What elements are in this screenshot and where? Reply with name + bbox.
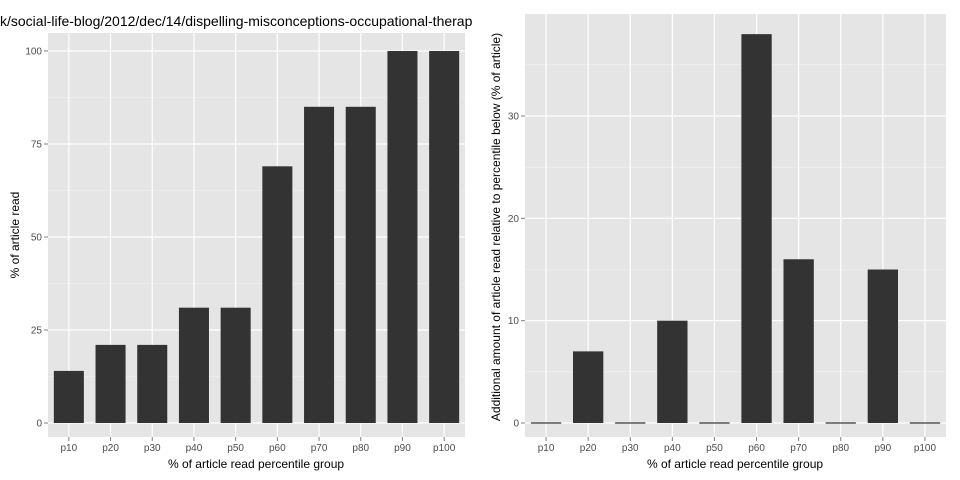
y-tick-label: 0 (513, 419, 519, 430)
right-x-axis-title: % of article read percentile group (647, 457, 823, 471)
x-tick-label: p40 (664, 443, 681, 454)
bar-p70 (783, 259, 814, 423)
y-tick-label: 100 (25, 47, 42, 58)
left-y-axis-title: % of article read (8, 192, 22, 279)
x-tick-label: p70 (790, 443, 807, 454)
left-chart-title: k/social-life-blog/2012/dec/14/dispellin… (0, 13, 473, 29)
bar-p30 (615, 422, 646, 424)
y-tick-label: 25 (31, 326, 43, 337)
bar-p10 (530, 422, 562, 424)
bar-p40 (657, 320, 688, 423)
bar-p10 (53, 370, 84, 423)
right-y-axis-title: Additional amount of article read relati… (489, 33, 503, 421)
y-tick-label: 0 (36, 419, 42, 430)
bar-p80 (345, 106, 376, 424)
bar-p40 (178, 307, 209, 423)
x-tick-label: p90 (875, 443, 892, 454)
y-tick-label: 50 (31, 233, 43, 244)
y-tick-label: 10 (508, 316, 520, 327)
x-tick-label: p100 (914, 443, 937, 454)
x-tick-label: p30 (144, 443, 161, 454)
bar-p90 (867, 269, 899, 423)
x-tick-label: p60 (269, 443, 286, 454)
y-tick-label: 75 (31, 140, 43, 151)
bar-p60 (741, 34, 772, 424)
x-tick-label: p50 (227, 443, 244, 454)
bar-p90 (387, 51, 418, 423)
left-x-ticks: p10 p20 p30 p40 p50 p60 p70 p80 p90 p100 (61, 437, 456, 454)
x-tick-label: p40 (186, 443, 203, 454)
bar-p100 (909, 422, 941, 424)
x-tick-label: p20 (102, 443, 119, 454)
x-tick-label: p90 (394, 443, 411, 454)
left-x-axis-title: % of article read percentile group (168, 457, 344, 471)
y-tick-label: 20 (508, 214, 520, 225)
bar-p50 (220, 307, 251, 423)
right-x-ticks: p10 p20 p30 p40 p50 p60 p70 p80 p90 p100 (538, 437, 937, 454)
x-tick-label: p100 (433, 443, 456, 454)
bar-p30 (137, 344, 168, 423)
x-tick-label: p80 (352, 443, 369, 454)
x-tick-label: p30 (622, 443, 639, 454)
x-tick-label: p70 (311, 443, 328, 454)
x-tick-label: p20 (580, 443, 597, 454)
bar-p60 (262, 166, 293, 423)
x-tick-label: p60 (748, 443, 765, 454)
right-y-ticks: 0 10 20 30 (508, 112, 525, 430)
bar-p80 (825, 422, 856, 424)
bar-p100 (429, 51, 460, 423)
right-bars (530, 34, 941, 424)
x-tick-label: p50 (706, 443, 723, 454)
left-bars (53, 51, 460, 424)
bar-p50 (699, 422, 730, 424)
x-tick-label: p80 (832, 443, 849, 454)
bar-p20 (572, 351, 604, 423)
bar-p70 (304, 106, 335, 424)
bar-p20 (95, 344, 126, 423)
left-y-ticks: 0 25 50 75 100 (25, 47, 48, 430)
x-tick-label: p10 (538, 443, 555, 454)
y-tick-label: 30 (508, 112, 520, 123)
x-tick-label: p10 (61, 443, 78, 454)
